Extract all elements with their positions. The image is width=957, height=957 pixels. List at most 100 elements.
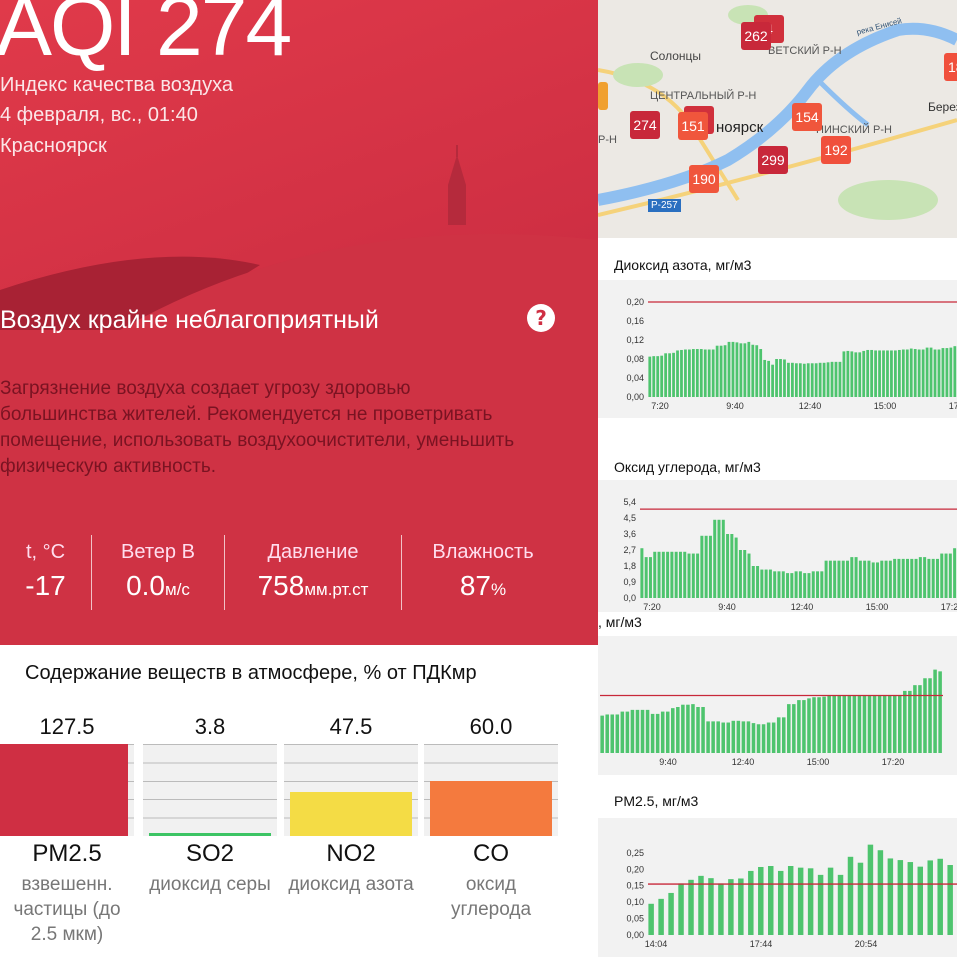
chart-bar (938, 671, 942, 753)
chart-bar (948, 553, 952, 598)
chart-bar (668, 892, 674, 935)
chart-bar (731, 720, 736, 753)
x-tick-label: 15:00 (807, 757, 830, 767)
chart-bar (827, 867, 834, 935)
chart-svg: 0,000,050,100,150,200,2514:0417:4420:540… (626, 844, 957, 949)
chart-bar (887, 858, 894, 935)
datetime: 4 февраля, вс., 01:40 (0, 104, 198, 126)
chart-bar (826, 362, 830, 397)
chart-bar (897, 558, 901, 598)
help-icon[interactable]: ? (527, 304, 555, 332)
map-marker[interactable]: 192 (821, 136, 851, 164)
chart-bar (676, 350, 679, 397)
chart-bar (758, 866, 764, 935)
chart-bar (854, 557, 858, 598)
chart-bar (817, 697, 821, 753)
map-marker[interactable]: 154 (792, 103, 822, 131)
chart-svg: 0,00 0,04 0,08 0,12 0,16 0,20 7:20 9:40 12:40 15:… (626, 297, 957, 411)
x-tick-label: 12:40 (791, 602, 814, 612)
charts-panel: Солонцы ЦЕНТРАЛЬНЫЙ Р-Н ноярск ВЕТСКИЙ Р… (598, 0, 957, 957)
x-tick-label: 7:20 (651, 401, 669, 411)
chart-bar (802, 700, 806, 753)
chart-bar (890, 350, 893, 397)
chart-bar (741, 721, 746, 753)
map-marker[interactable]: 274 (630, 111, 660, 139)
chart-bar (688, 349, 691, 397)
chart-bar (691, 349, 695, 397)
substance-code: NO2 (326, 840, 376, 867)
map-marker[interactable]: 262 (741, 22, 771, 50)
chart-bar (684, 349, 687, 397)
chart-bar (717, 519, 721, 598)
chart-bar (791, 362, 794, 397)
chart-bar (850, 557, 854, 598)
chart-bar (625, 711, 630, 753)
chart-bar (766, 722, 771, 753)
chart-bar (644, 557, 648, 598)
substance-name: оксид углерода (450, 874, 532, 920)
substance-name: диоксид азота (288, 874, 414, 895)
substance-bar-track (284, 744, 418, 836)
chart-bar (923, 678, 927, 753)
chart-bar (822, 696, 826, 753)
chart-bar (756, 566, 760, 598)
chart-bar (867, 560, 871, 598)
chart-bar (901, 349, 905, 397)
chart-bar (803, 573, 807, 598)
chart-bar (862, 350, 866, 397)
map-marker[interactable] (598, 82, 608, 110)
chart-bar (870, 349, 874, 397)
chart-bar (854, 352, 858, 397)
x-tick-label: 17:20 (949, 401, 957, 411)
chart-bar (688, 879, 694, 935)
chart-bar (814, 363, 818, 397)
stat-humidity: Влажность 87% (402, 535, 564, 610)
chart-bar (807, 698, 811, 753)
chart-bar (852, 695, 857, 753)
chart-bar (686, 704, 690, 753)
y-tick-label: 0,0 (623, 593, 636, 603)
map-marker[interactable]: 151 (678, 112, 708, 140)
map-marker[interactable]: 190 (689, 165, 719, 193)
chart-bar (739, 343, 743, 397)
chart-bar (928, 678, 932, 753)
map-label: НИНСКИЙ Р-Н (816, 124, 892, 136)
chart-bar (706, 721, 710, 753)
y-tick-label: 0,05 (626, 914, 644, 924)
stat-value: 87% (459, 570, 507, 601)
chart-bar (806, 363, 810, 397)
chart-bar (857, 862, 864, 935)
chart-bar (903, 690, 907, 753)
chart-bar (656, 356, 660, 397)
chart-bar (610, 714, 615, 753)
chart-bar (837, 695, 842, 753)
chart-bar (929, 347, 933, 397)
chart-bar (824, 560, 828, 598)
chart-bar (696, 707, 700, 753)
substance-value: 60.0 (469, 714, 513, 739)
chart-bar (910, 558, 914, 598)
chart-bar (743, 550, 747, 598)
map-marker[interactable]: 18 (944, 53, 957, 81)
y-tick-label: 4,5 (623, 513, 636, 523)
road-badge: Р-257 (648, 199, 681, 212)
chart-bar (834, 361, 838, 397)
chart-bar (811, 571, 815, 598)
chart-bar (882, 350, 885, 397)
chart-bar (650, 713, 655, 753)
chart-bar (905, 349, 909, 397)
chart-bar (665, 711, 670, 753)
map-marker[interactable]: 299 (758, 146, 788, 174)
chart-bar (921, 349, 925, 397)
chart-bar (781, 571, 785, 598)
chart-bar (798, 363, 802, 397)
substance-pm2.5: 127.5 PM2.5 взвешенн. частицы (до 2.5 мк… (0, 714, 134, 947)
chart-bar (947, 865, 953, 935)
chart-bar (767, 360, 771, 397)
chart-title: , мг/м3 (598, 614, 642, 630)
chart-bar (832, 695, 836, 753)
chart-title: Оксид углерода, мг/м3 (614, 459, 761, 475)
x-tick-label: 12:40 (732, 757, 755, 767)
y-tick-label: 0,12 (626, 335, 644, 345)
city-map[interactable]: Солонцы ЦЕНТРАЛЬНЫЙ Р-Н ноярск ВЕТСКИЙ Р… (598, 0, 957, 238)
